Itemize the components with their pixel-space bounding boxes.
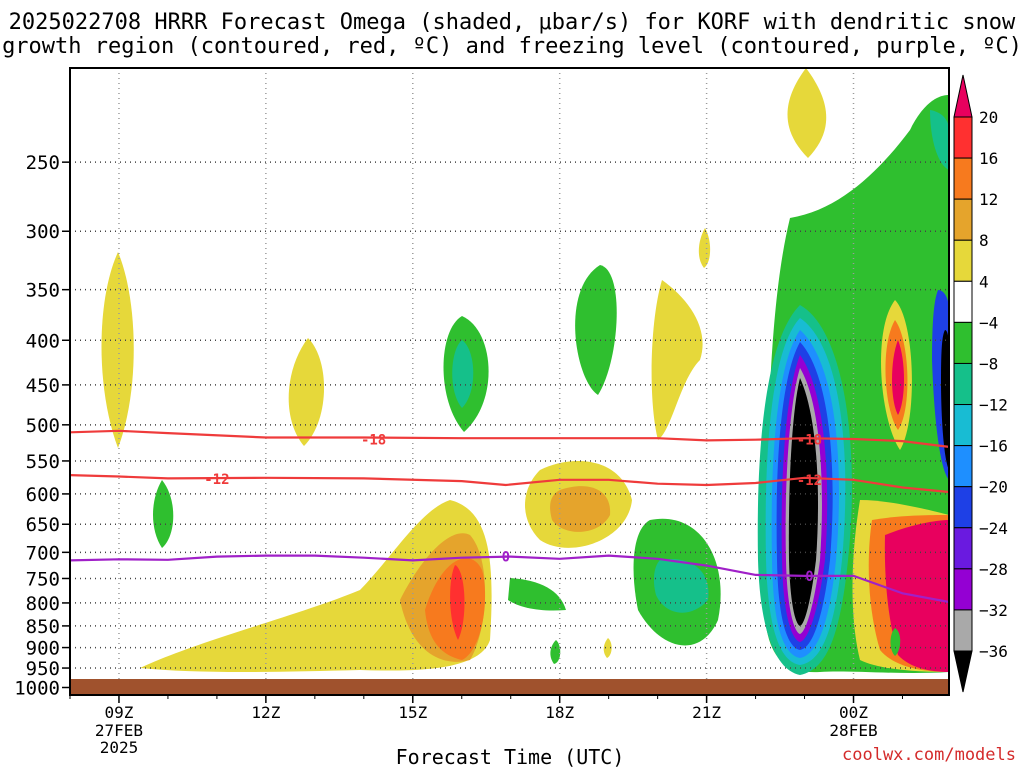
y-tick-label: 750 bbox=[26, 568, 60, 590]
colorbar-swatch bbox=[953, 609, 973, 652]
contour-label: -12 bbox=[797, 473, 822, 489]
y-tick-label: 500 bbox=[26, 415, 60, 437]
colorbar-label: −24 bbox=[979, 519, 1008, 538]
omega-colorbar: 20 16 12 8 4 −4 −8 −12 −16 −20 −24 −28 −32 −36 bbox=[953, 74, 1008, 693]
colorbar-swatch bbox=[953, 280, 973, 323]
title-line-2: growth region (contoured, red, ºC) and f… bbox=[2, 34, 1022, 59]
y-tick-label: 300 bbox=[26, 221, 60, 243]
contour-label: -18 bbox=[361, 433, 386, 449]
colorbar-swatch bbox=[953, 486, 973, 529]
colorbar-swatch bbox=[953, 650, 973, 693]
colorbar-label: 20 bbox=[979, 108, 998, 127]
x-tick-date: 28FEB bbox=[829, 721, 877, 740]
colorbar-swatch bbox=[953, 445, 973, 488]
colorbar-swatch bbox=[953, 198, 973, 241]
contour-line-minus18 bbox=[69, 429, 950, 448]
colorbar-label: 8 bbox=[979, 231, 989, 250]
colorbar-swatch bbox=[953, 362, 973, 406]
plot-area: -18 -12 0 -18 -12 0 bbox=[69, 67, 950, 696]
y-tick-label: 950 bbox=[26, 658, 60, 680]
colorbar-swatch bbox=[953, 321, 973, 364]
contour-line-minus12 bbox=[69, 474, 950, 494]
colorbar-label: −28 bbox=[979, 560, 1008, 579]
colorbar-swatch bbox=[953, 568, 973, 611]
x-tick-label: 09Z bbox=[105, 703, 134, 722]
contour-label: -18 bbox=[797, 433, 822, 449]
y-tick-label: 250 bbox=[26, 152, 60, 174]
x-tick-label: 12Z bbox=[251, 703, 280, 722]
contour-label: -12 bbox=[204, 472, 229, 488]
contour-line-0 bbox=[69, 554, 950, 604]
y-tick-label: 400 bbox=[26, 330, 60, 352]
y-tick-label: 650 bbox=[26, 514, 60, 536]
colorbar-label: −32 bbox=[979, 601, 1008, 620]
x-tick-label: 21Z bbox=[692, 703, 721, 722]
colorbar-swatch bbox=[953, 116, 973, 159]
colorbar-label: −4 bbox=[979, 313, 998, 332]
colorbar-swatch bbox=[953, 404, 973, 447]
title-line-1: 2025022708 HRRR Forecast Omega (shaded, … bbox=[9, 10, 1016, 35]
pressure-axis: 2503003504004505005506006507007508008509… bbox=[14, 152, 70, 699]
contour-labels: -18 -12 0 -18 -12 0 bbox=[204, 433, 822, 585]
y-tick-label: 700 bbox=[26, 542, 60, 564]
colorbar-label: −8 bbox=[979, 354, 998, 373]
colorbar-swatch bbox=[953, 239, 973, 282]
x-tick-label: 18Z bbox=[545, 703, 574, 722]
y-tick-label: 850 bbox=[26, 616, 60, 638]
colorbar-label: 16 bbox=[979, 149, 998, 168]
chart-title: 2025022708 HRRR Forecast Omega (shaded, … bbox=[2, 10, 1022, 59]
y-tick-label: 1000 bbox=[14, 677, 60, 699]
y-tick-label: 900 bbox=[26, 638, 60, 660]
colorbar-swatch bbox=[953, 74, 973, 118]
colorbar-label: −36 bbox=[979, 642, 1008, 661]
temperature-contours bbox=[69, 429, 950, 604]
y-tick-label: 550 bbox=[26, 451, 60, 473]
x-tick-label: 15Z bbox=[398, 703, 427, 722]
colorbar-label: 4 bbox=[979, 272, 989, 291]
x-axis-label: Forecast Time (UTC) bbox=[396, 745, 625, 768]
y-tick-label: 350 bbox=[26, 280, 60, 302]
x-tick-year: 2025 bbox=[100, 738, 139, 757]
colorbar-label: −20 bbox=[979, 478, 1008, 497]
x-tick-label: 00Z bbox=[839, 703, 868, 722]
colorbar-label: 12 bbox=[979, 190, 998, 209]
contour-label: 0 bbox=[805, 569, 813, 585]
colorbar-swatch bbox=[953, 527, 973, 570]
y-tick-label: 450 bbox=[26, 375, 60, 397]
y-tick-label: 800 bbox=[26, 593, 60, 615]
colorbar-label: −16 bbox=[979, 437, 1008, 456]
y-tick-label: 600 bbox=[26, 484, 60, 506]
credit-text: coolwx.com/models bbox=[842, 745, 1016, 765]
contour-label: 0 bbox=[502, 550, 510, 566]
ground-surface bbox=[70, 679, 949, 695]
colorbar-label: −12 bbox=[979, 396, 1008, 415]
x-tick-date: 27FEB bbox=[95, 721, 143, 740]
colorbar-swatch bbox=[953, 157, 973, 200]
